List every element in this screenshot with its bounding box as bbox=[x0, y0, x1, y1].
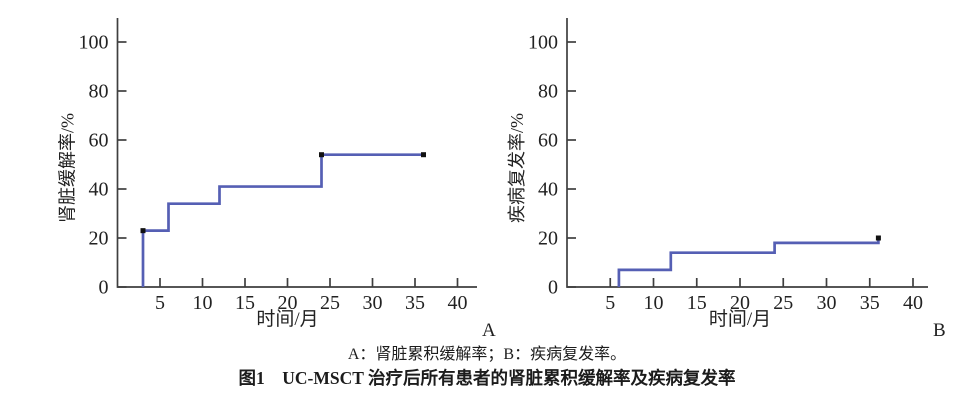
y-tick-label: 20 bbox=[538, 228, 558, 250]
x-tick-label: 15 bbox=[235, 292, 255, 314]
y-tick-label: 40 bbox=[89, 179, 109, 201]
x-tick-label: 40 bbox=[903, 292, 923, 314]
x-tick-label: 20 bbox=[730, 292, 750, 314]
x-tick-label: 5 bbox=[155, 292, 165, 314]
censor-marker bbox=[875, 235, 881, 241]
x-tick-label: 10 bbox=[644, 292, 664, 314]
figure-caption: A：肾脏累积缓解率；B：疾病复发率。 图1 UC-MSCT 治疗后所有患者的肾脏… bbox=[0, 344, 974, 390]
y-tick-label: 100 bbox=[79, 32, 109, 54]
x-axis-label: 时间/月 bbox=[709, 308, 771, 330]
x-tick-label: 35 bbox=[405, 292, 425, 314]
step-curve bbox=[141, 153, 424, 287]
x-tick-label: 5 bbox=[605, 292, 615, 314]
y-tick-label: 60 bbox=[538, 130, 558, 152]
censor-marker bbox=[319, 152, 324, 158]
caption-title: 图1 UC-MSCT 治疗后所有患者的肾脏累积缓解率及疾病复发率 bbox=[238, 368, 736, 388]
x-tick-label: 35 bbox=[860, 292, 880, 314]
x-tick-label: 30 bbox=[817, 292, 837, 314]
step-curve bbox=[617, 239, 880, 287]
x-tick-label: 25 bbox=[773, 292, 793, 314]
panel-A-svg: 0 20 40 60 80 100 5 10 15 20 25 30 35 40 肾脏缓解率/% 时间/月 A bbox=[58, 18, 496, 341]
caption-note: A：肾脏累积缓解率；B：疾病复发率。 bbox=[347, 346, 627, 363]
y-tick-label: 0 bbox=[548, 277, 558, 299]
x-tick-label: 40 bbox=[448, 292, 468, 314]
censor-marker bbox=[421, 152, 426, 158]
x-tick-label: 25 bbox=[320, 292, 340, 314]
y-tick-label: 0 bbox=[99, 277, 109, 299]
y-tick-label: 80 bbox=[538, 81, 558, 103]
panel-letter: B bbox=[933, 320, 946, 341]
x-tick-label: 15 bbox=[687, 292, 707, 314]
panel-letter: A bbox=[482, 320, 496, 341]
x-axis-label: 时间/月 bbox=[256, 308, 318, 330]
y-axis-label: 肾脏缓解率/% bbox=[58, 113, 78, 223]
y-tick-label: 40 bbox=[538, 179, 558, 201]
y-tick-label: 100 bbox=[528, 32, 558, 54]
y-axis-label: 疾病复发率/% bbox=[507, 113, 527, 223]
y-tick-label: 20 bbox=[89, 228, 109, 250]
x-tick-label: 10 bbox=[193, 292, 213, 314]
x-tick-label: 20 bbox=[278, 292, 298, 314]
censor-marker bbox=[140, 228, 146, 234]
x-tick-label: 30 bbox=[363, 292, 383, 314]
y-tick-label: 60 bbox=[89, 130, 109, 152]
y-tick-label: 80 bbox=[89, 81, 109, 103]
axes bbox=[566, 18, 928, 288]
panel-B-svg: 0 20 40 60 80 100 5 10 15 20 25 30 35 40 疾病复发率/% 时间/月 B bbox=[507, 18, 946, 341]
